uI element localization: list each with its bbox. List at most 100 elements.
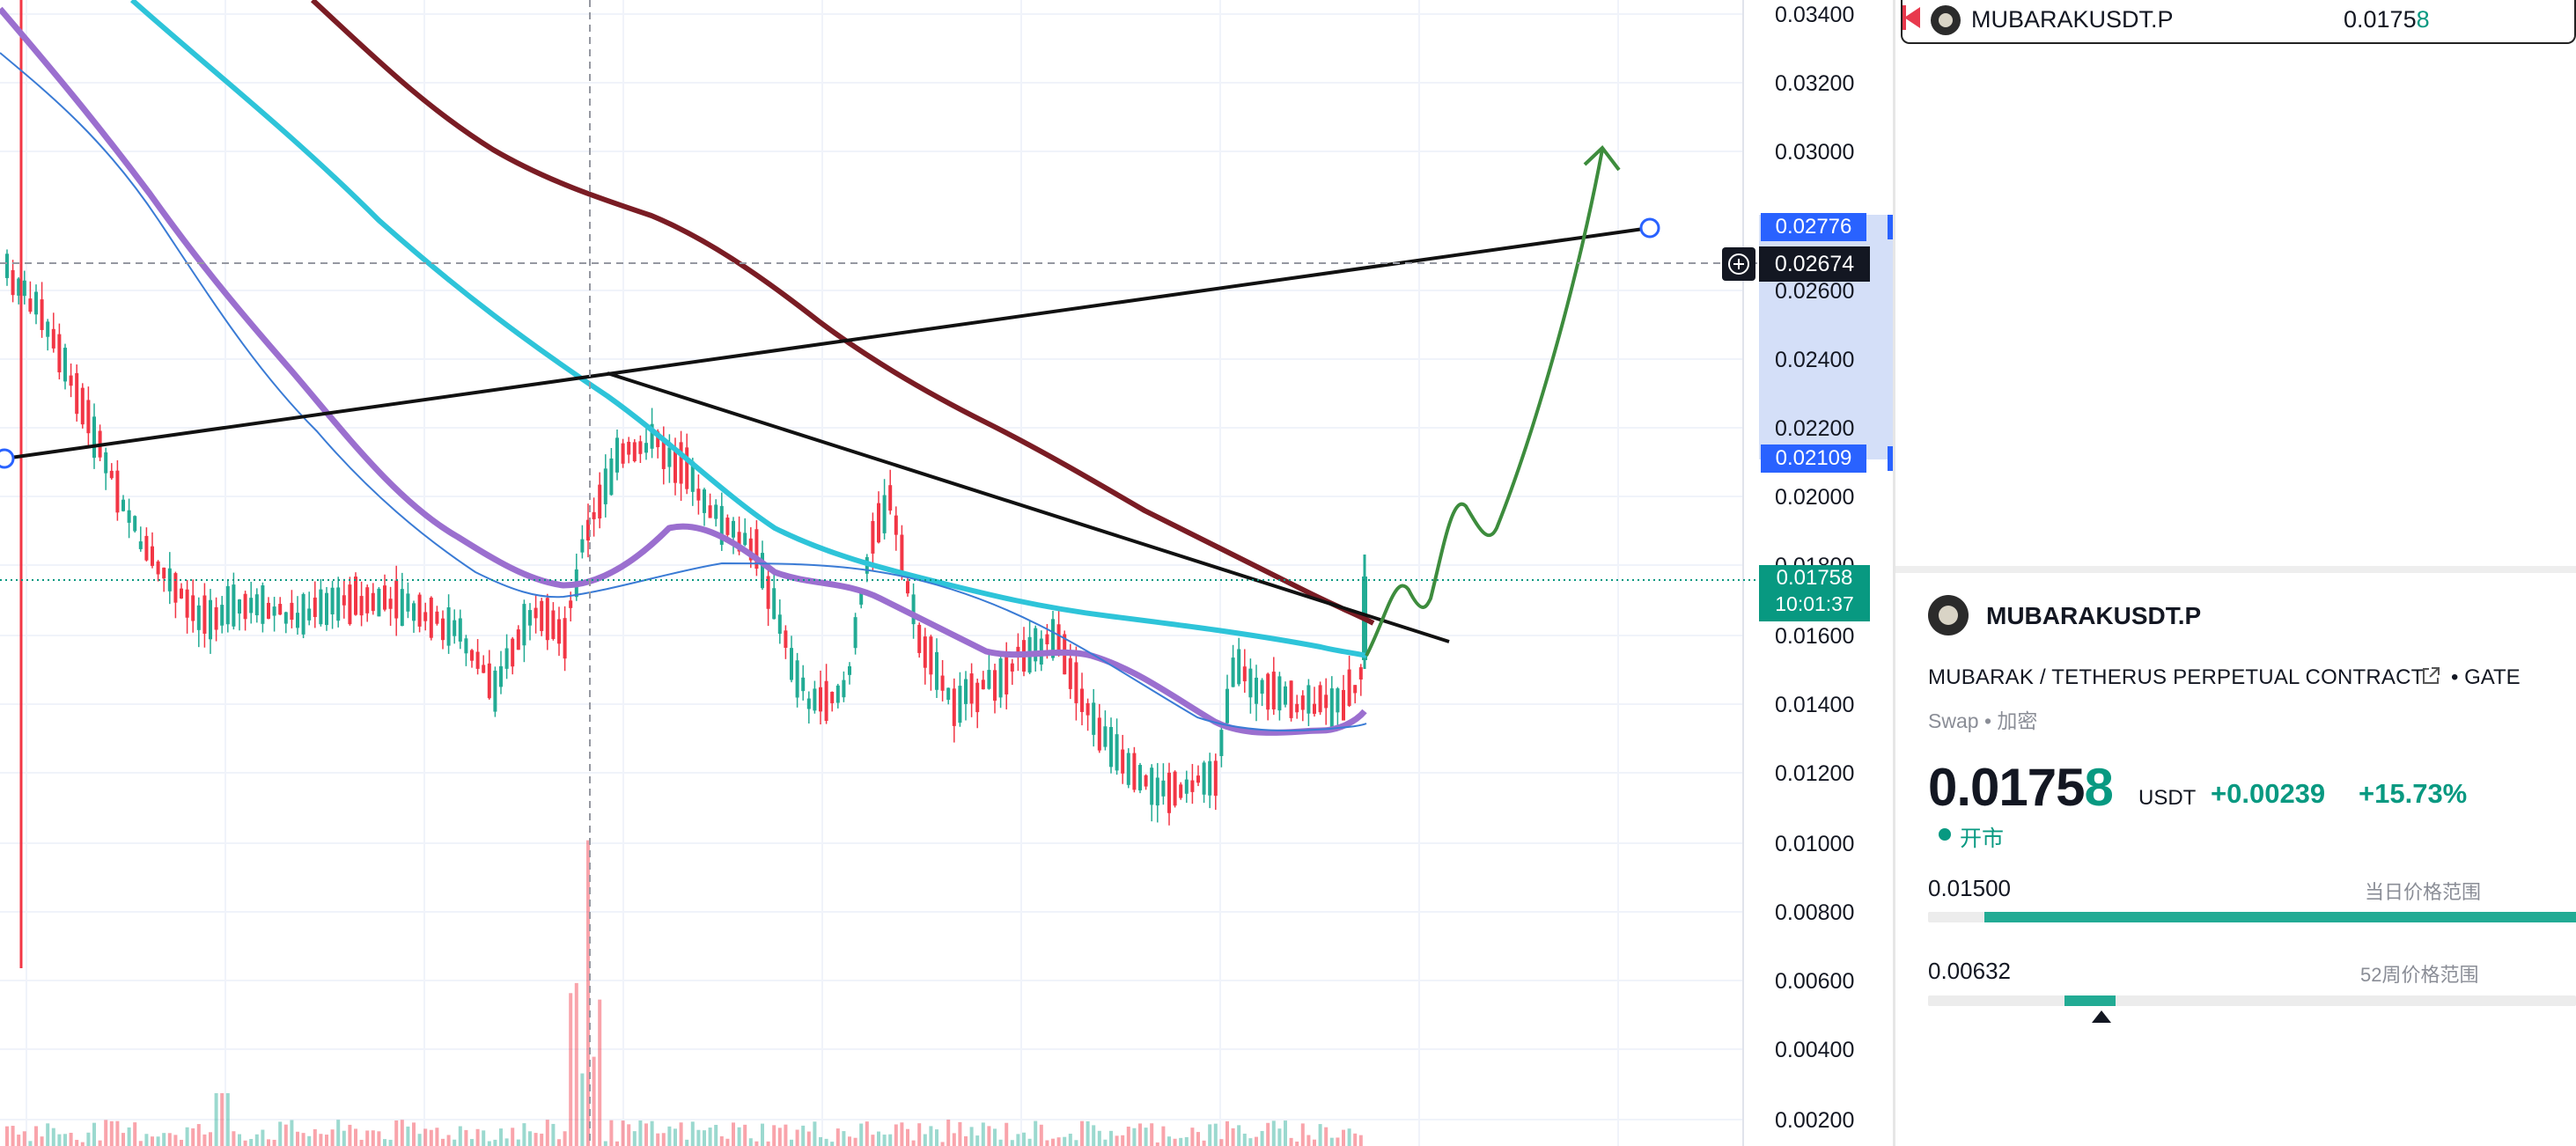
candle bbox=[946, 687, 951, 701]
candle bbox=[1161, 780, 1166, 797]
price-axis-label: 0.02600 bbox=[1775, 279, 1854, 304]
volume-bar bbox=[946, 1120, 951, 1146]
candle bbox=[290, 602, 294, 621]
panel-divider[interactable] bbox=[1893, 0, 1895, 1146]
candle bbox=[225, 585, 230, 625]
candle bbox=[586, 519, 590, 541]
volume-bar bbox=[516, 1139, 520, 1146]
candle bbox=[383, 585, 386, 610]
candle bbox=[28, 298, 33, 312]
ma-fast-line bbox=[0, 52, 1367, 732]
detail-symbol[interactable]: MUBARAKUSDT.P bbox=[1986, 602, 2202, 629]
range-low-tag[interactable]: 0.02109 bbox=[1761, 444, 1866, 473]
volume-bar bbox=[290, 1120, 294, 1146]
candle bbox=[1126, 753, 1130, 785]
candle bbox=[5, 253, 9, 278]
volume-bar bbox=[1022, 1132, 1026, 1146]
candle bbox=[365, 587, 370, 613]
week-range-low: 0.00632 bbox=[1928, 958, 2011, 984]
volume-bar bbox=[1300, 1123, 1305, 1146]
candle bbox=[987, 670, 991, 689]
volume-bar bbox=[940, 1142, 945, 1146]
instrument-name: MUBARAK / TETHERUS PERPETUAL CONTRACT bbox=[1928, 665, 2425, 689]
volume-bar bbox=[981, 1122, 985, 1146]
volume-bar bbox=[46, 1123, 50, 1146]
candle bbox=[412, 603, 416, 621]
candle bbox=[435, 611, 439, 624]
volume-bar bbox=[1190, 1128, 1195, 1146]
price-axis-label: 0.02000 bbox=[1775, 485, 1854, 510]
candle bbox=[482, 665, 486, 673]
volume-bar bbox=[813, 1121, 817, 1146]
candle bbox=[115, 470, 120, 513]
volume-bar bbox=[1132, 1128, 1137, 1146]
candle bbox=[1144, 775, 1148, 787]
volume-bar bbox=[615, 1141, 619, 1146]
candle bbox=[1313, 703, 1316, 714]
volume-bar bbox=[209, 1132, 212, 1146]
price-axis-label: 0.00600 bbox=[1775, 969, 1854, 994]
trendline-handle-left[interactable] bbox=[0, 448, 15, 469]
candle bbox=[1336, 688, 1340, 713]
volume-bar bbox=[969, 1127, 974, 1146]
candle bbox=[842, 680, 846, 698]
candle bbox=[342, 595, 346, 606]
candle bbox=[1231, 657, 1235, 687]
candle bbox=[714, 504, 718, 519]
volume-bar bbox=[708, 1128, 712, 1146]
volume-bar bbox=[1347, 1128, 1351, 1146]
candle bbox=[632, 442, 637, 462]
volume-bar bbox=[202, 1134, 207, 1146]
candle bbox=[504, 648, 509, 669]
candle bbox=[133, 516, 137, 532]
week-range-label: 52周价格范围 bbox=[2360, 964, 2479, 986]
candle bbox=[819, 687, 822, 712]
volume-bar bbox=[644, 1123, 648, 1146]
candle bbox=[952, 688, 956, 726]
candle bbox=[453, 620, 457, 636]
price-chart[interactable]: 0.03400 0.03200 0.03000 0.02600 0.02400 0.022… bbox=[0, 0, 1893, 1146]
watchlist-symbol[interactable]: MUBARAKUSDT.P bbox=[1971, 6, 2174, 33]
volume-bar bbox=[34, 1126, 38, 1146]
volume-bar bbox=[196, 1124, 201, 1146]
candle bbox=[1266, 673, 1270, 710]
volume-bar bbox=[998, 1139, 1003, 1146]
range-high-tag[interactable]: 0.02776 bbox=[1761, 213, 1866, 241]
volume-bar bbox=[504, 1138, 509, 1146]
volume-bar bbox=[1109, 1130, 1113, 1146]
volume-bar bbox=[987, 1126, 991, 1146]
candle bbox=[283, 612, 288, 624]
candle bbox=[703, 489, 706, 513]
volume-bar bbox=[336, 1120, 341, 1146]
candle bbox=[1277, 676, 1282, 711]
trendline-handle-right[interactable] bbox=[1639, 217, 1660, 239]
candle bbox=[51, 328, 55, 349]
volume-bar bbox=[952, 1133, 956, 1146]
candle bbox=[330, 587, 335, 614]
chart-area[interactable]: 0.03400 0.03200 0.03000 0.02600 0.02400 0.022… bbox=[0, 0, 1893, 1146]
candle bbox=[1179, 784, 1183, 798]
projection-arrow bbox=[1365, 149, 1604, 657]
exchange-label[interactable]: • GATE bbox=[2451, 665, 2521, 689]
candle bbox=[138, 541, 143, 549]
candle bbox=[80, 387, 85, 425]
instrument-type: Swap • 加密 bbox=[1928, 709, 2038, 732]
price-axis-label: 0.00800 bbox=[1775, 900, 1854, 925]
volume-bar bbox=[685, 1139, 689, 1146]
section-separator[interactable] bbox=[1895, 566, 2576, 573]
candle bbox=[784, 630, 788, 649]
volume-bar bbox=[261, 1129, 265, 1146]
candle bbox=[551, 610, 556, 639]
week-range-fill bbox=[2064, 995, 2116, 1006]
candle bbox=[1051, 619, 1055, 658]
volume-bar bbox=[342, 1130, 346, 1146]
volume-bar bbox=[1225, 1120, 1229, 1146]
watchlist-row[interactable] bbox=[1901, 0, 2576, 44]
volume-bar bbox=[1115, 1135, 1119, 1146]
volume-bar bbox=[650, 1120, 654, 1146]
external-link-icon[interactable] bbox=[2420, 665, 2441, 691]
volume-bar bbox=[1097, 1130, 1101, 1146]
volume-bar bbox=[75, 1140, 79, 1146]
candle bbox=[388, 599, 393, 609]
crosshair-add-icon[interactable] bbox=[1722, 247, 1755, 281]
